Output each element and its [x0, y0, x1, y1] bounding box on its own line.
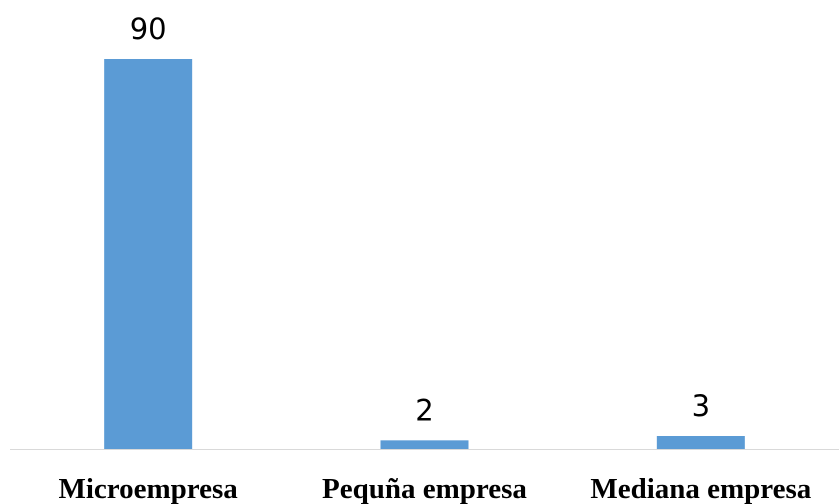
value-labels-group: 90 2 3 [130, 12, 710, 427]
category-label-2: Pequña empresa [322, 473, 527, 504]
bar-value-label-3: 3 [692, 389, 710, 423]
category-labels-group: Microempresa Pequña empresa Mediana empres… [59, 473, 812, 504]
bar-value-label-1: 90 [130, 12, 167, 46]
category-label-1: Microempresa [59, 473, 239, 504]
category-label-3: Mediana empresa [590, 473, 811, 504]
bar-value-label-2: 2 [415, 393, 433, 427]
bar-1 [104, 59, 193, 449]
bar-2 [380, 440, 469, 449]
bar-3 [656, 436, 745, 449]
bars-group [104, 59, 745, 449]
